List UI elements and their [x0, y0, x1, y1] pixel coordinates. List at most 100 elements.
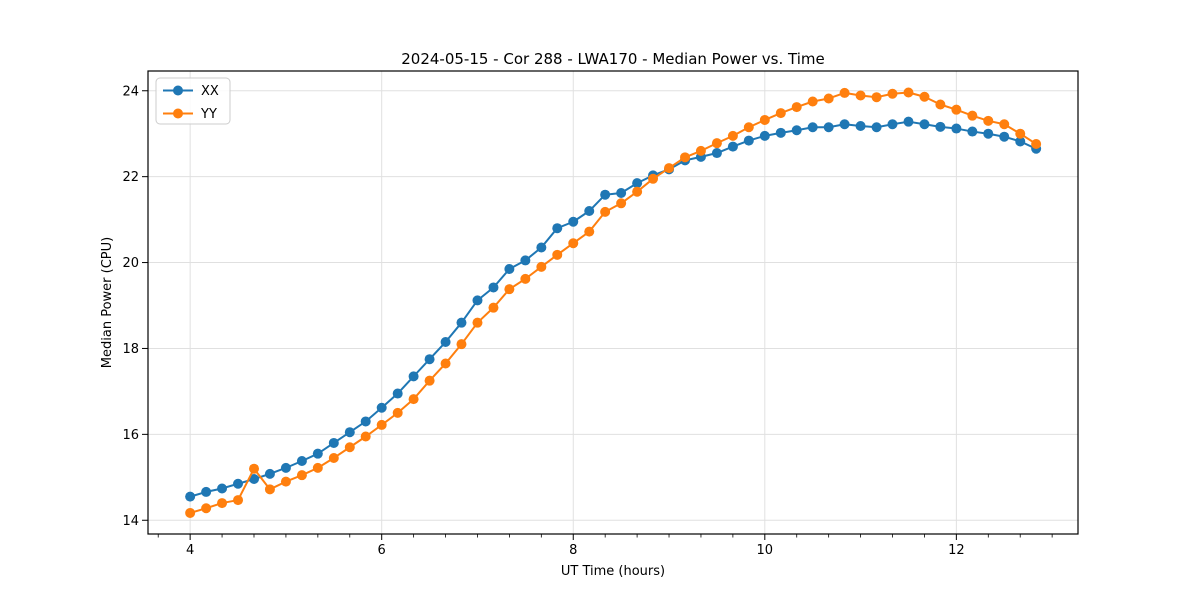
series-xx-marker [360, 416, 371, 427]
series-yy-marker [520, 273, 531, 284]
series-xx-marker [536, 242, 547, 253]
series-yy-marker [871, 92, 882, 103]
series-yy-marker [807, 96, 818, 107]
series-yy-marker [887, 88, 898, 99]
series-yy-marker [217, 498, 228, 509]
series-yy-marker [392, 407, 403, 418]
plot-border [147, 70, 1079, 535]
series-yy-marker [185, 507, 196, 518]
y-tick-label: 24 [122, 84, 139, 99]
legend-item-yy: YY [163, 107, 217, 122]
series-yy-marker [648, 173, 659, 184]
series-yy-marker [201, 503, 212, 514]
series-xx-marker [217, 483, 228, 494]
series-xx-marker [855, 120, 866, 131]
series-xx-marker [344, 427, 355, 438]
series-yy-marker [233, 495, 244, 506]
grid-layer [148, 71, 1078, 534]
series-yy-marker [823, 93, 834, 104]
legend-item-xx: XX [163, 84, 219, 99]
chart-title: 2024-05-15 - Cor 288 - LWA170 - Median P… [401, 50, 825, 68]
series-yy-marker [584, 226, 595, 237]
series-xx-marker [807, 122, 818, 133]
series-xx-marker [376, 402, 387, 413]
legend-box [155, 77, 231, 125]
series-xx-marker [600, 189, 611, 200]
series-xx-line [189, 120, 1037, 498]
series-xx-marker [520, 255, 531, 266]
series-xx-marker [584, 206, 595, 217]
legend-marker-yy [173, 108, 183, 119]
series-yy-marker [264, 484, 275, 495]
series-xx-marker [711, 148, 722, 159]
series-yy-marker [919, 91, 930, 102]
series-yy-marker [743, 122, 754, 133]
x-tick-label: 12 [948, 543, 965, 558]
legend: XX YY [155, 77, 231, 125]
series-yy-marker [488, 302, 499, 313]
series-xx-marker [743, 135, 754, 146]
series-yy-marker [983, 115, 994, 126]
series-yy-marker [568, 238, 579, 249]
series-yy-marker [360, 431, 371, 442]
series-yy-marker [312, 462, 323, 473]
series-yy-marker [775, 108, 786, 119]
series-xx-marker [328, 437, 339, 448]
series-xx-marker [472, 295, 483, 306]
series-yy-marker [1031, 139, 1042, 150]
series-xx-marker [424, 354, 435, 365]
series-yy-marker [424, 375, 435, 386]
series-xx-marker [919, 119, 930, 130]
series-yy [185, 87, 1042, 518]
series-yy-marker [440, 358, 451, 369]
series-xx-marker [201, 486, 212, 497]
legend-label-xx: XX [201, 84, 219, 99]
series-xx-marker [983, 128, 994, 139]
x-tick-label: 4 [186, 543, 194, 558]
series-xx-marker [440, 337, 451, 348]
series-xx-marker [280, 462, 291, 473]
series-yy-marker [727, 130, 738, 141]
series-yy-marker [616, 198, 627, 209]
legend-label-yy: YY [200, 107, 217, 122]
series-xx-marker [727, 141, 738, 152]
series-xx-marker [999, 131, 1010, 142]
series-xx-marker [488, 282, 499, 293]
series-yy-marker [456, 339, 467, 350]
legend-marker-xx [173, 85, 183, 96]
series-xx-marker [935, 121, 946, 132]
x-tick-label: 8 [569, 543, 577, 558]
series-xx-marker [887, 119, 898, 130]
series-yy-marker [632, 186, 643, 197]
series-xx-marker [1015, 136, 1026, 147]
series-yy-marker [504, 284, 515, 295]
series-yy-marker [600, 206, 611, 217]
series-xx-marker [504, 263, 515, 274]
series-xx-marker [296, 455, 307, 466]
series-yy-marker [296, 470, 307, 481]
series-yy-marker [935, 99, 946, 110]
series-xx-marker [951, 123, 962, 134]
series-yy-marker [711, 138, 722, 149]
series-xx-marker [823, 122, 834, 133]
series-xx-marker [839, 119, 850, 130]
series-xx-marker [903, 116, 914, 127]
series-yy-marker [855, 90, 866, 101]
series-xx-marker [264, 468, 275, 479]
series-yy-marker [344, 442, 355, 453]
y-tick-label: 22 [122, 170, 139, 185]
series-yy-marker [903, 87, 914, 98]
series-xx-marker [632, 178, 643, 189]
series-xx-marker [871, 122, 882, 133]
series-yy-marker [376, 419, 387, 430]
series-yy-marker [408, 394, 419, 405]
series-xx-marker [552, 223, 563, 234]
series-xx-marker [616, 187, 627, 198]
series-yy-marker [536, 261, 547, 272]
series-xx-marker [249, 474, 260, 485]
series-yy-marker [552, 249, 563, 260]
y-tick-label: 14 [122, 514, 139, 529]
series-yy-marker [328, 452, 339, 463]
